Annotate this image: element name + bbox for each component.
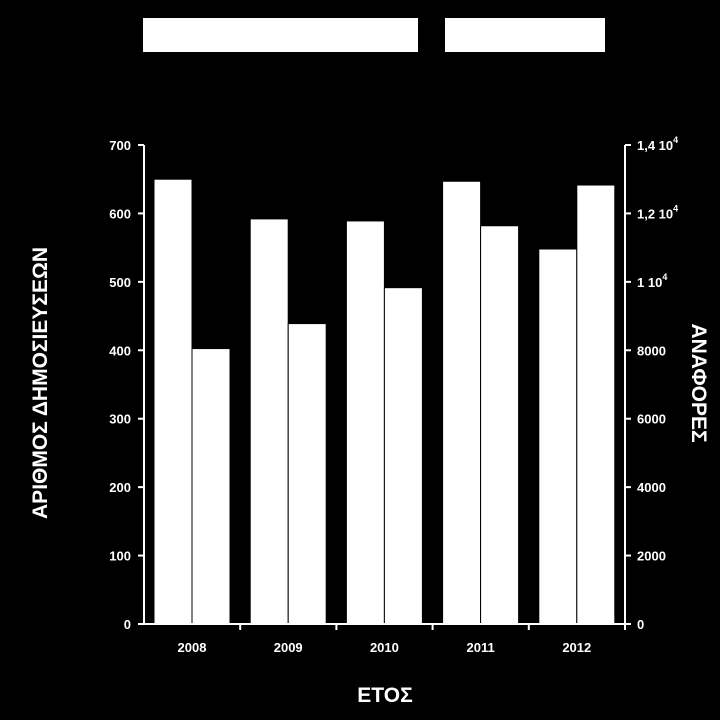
y-tick-label: 300: [109, 412, 131, 427]
y2-tick-label: 0: [637, 617, 644, 632]
y2-tick-label: 2000: [637, 549, 666, 564]
y2-tick-label: 1,2 104: [637, 203, 678, 221]
x-tick-label-2009: 2009: [274, 640, 303, 655]
bar-publications-2012: [538, 248, 578, 625]
bar-citations-2012: [576, 184, 616, 625]
bar-publications-2009: [249, 218, 289, 625]
bars-group: [153, 178, 616, 625]
bar-publications-2010: [345, 220, 385, 625]
x-tick-label-2008: 2008: [178, 640, 207, 655]
y-tick-label: 200: [109, 480, 131, 495]
y2-tick-label: 6000: [637, 412, 666, 427]
y-tick-label: 0: [124, 617, 131, 632]
y-tick-label: 600: [109, 206, 131, 221]
ticks-group: 2008 2009 2010 2011 2012 0 100 200 300 400 500 600 7…: [109, 135, 678, 655]
y2-tick-label: 4000: [637, 480, 666, 495]
y-tick-label: 400: [109, 343, 131, 358]
x-tick-label-2012: 2012: [562, 640, 591, 655]
x-tick-label-2011: 2011: [466, 640, 494, 655]
y-tick-label: 500: [109, 275, 131, 290]
y2-tick-exponent: 4: [673, 203, 678, 213]
y2-tick-exponent: 4: [662, 272, 667, 282]
y-tick-label: 100: [109, 549, 131, 564]
legend-box-right: [445, 18, 605, 52]
bar-publications-2008: [153, 178, 193, 625]
bar-citations-2011: [480, 225, 520, 625]
y2-tick-exponent: 4: [673, 135, 678, 145]
x-tick-label-2010: 2010: [370, 640, 399, 655]
y-tick-label: 700: [109, 138, 131, 153]
y2-tick-label: 8000: [637, 343, 666, 358]
x-axis-title: ΕΤΟΣ: [357, 684, 412, 707]
y-axis-title: ΑΡΙΘΜΟΣ ΔΗΜΟΣΙΕΥΣΕΩΝ: [29, 247, 52, 519]
bar-citations-2008: [191, 348, 231, 625]
bar-citations-2010: [383, 287, 423, 625]
bar-publications-2011: [442, 180, 482, 625]
y2-tick-label: 1 104: [637, 272, 667, 290]
y2-axis-title: ΑΝΑΦΟΡΕΣ: [687, 323, 710, 442]
bar-citations-2009: [287, 323, 327, 625]
y2-tick-label: 1,4 104: [637, 135, 678, 153]
axes-group: [138, 144, 631, 630]
legend-box-left: [143, 18, 418, 52]
